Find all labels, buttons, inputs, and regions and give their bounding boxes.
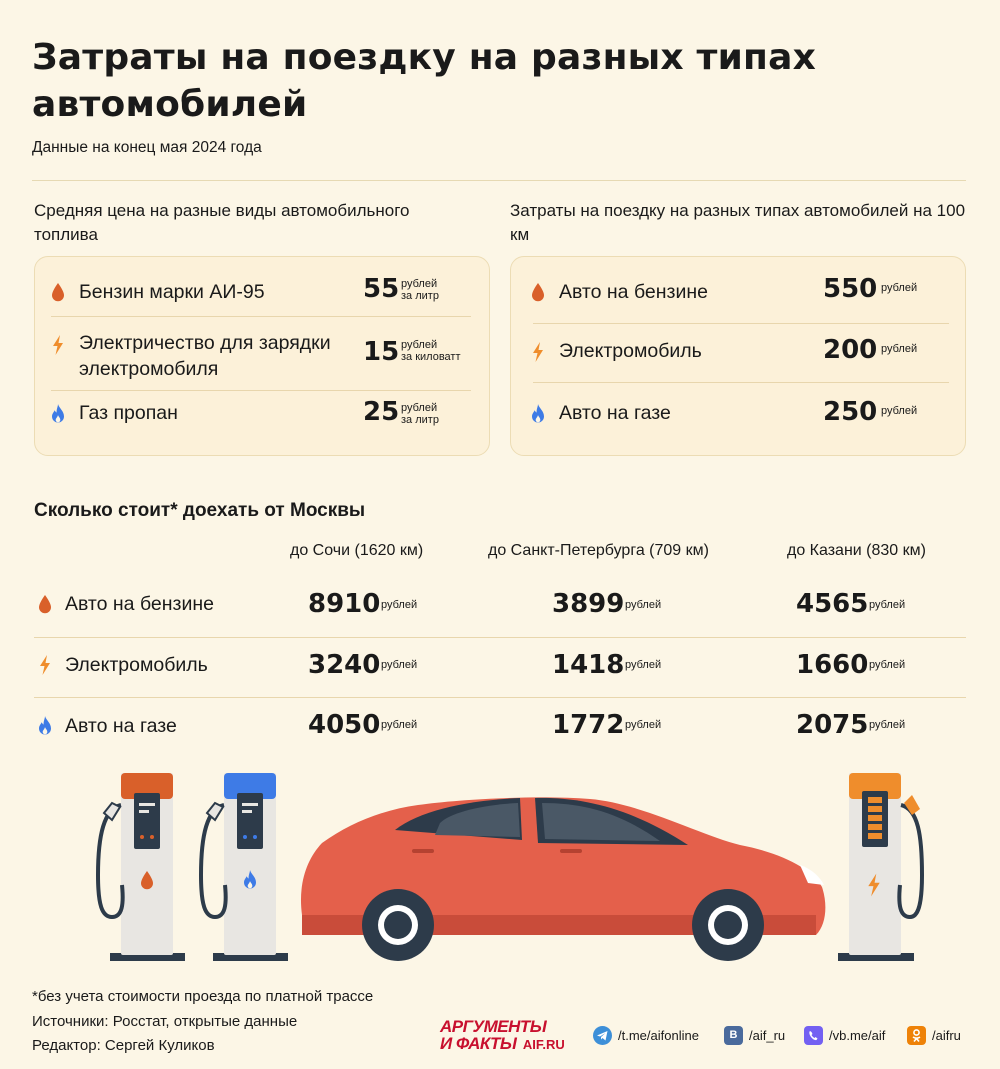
cost-unit: рублей xyxy=(881,405,918,417)
trip-row-label-electric: Электромобиль xyxy=(65,654,208,676)
editor: Редактор: Сергей Куликов xyxy=(32,1037,215,1054)
bolt-icon xyxy=(531,342,545,362)
social-odnoklassniki[interactable]: /aifru xyxy=(907,1026,961,1045)
flame-icon xyxy=(38,716,52,736)
drop-icon xyxy=(531,282,545,302)
fuel-unit-bottom: за литр xyxy=(401,414,439,426)
column-header-kazan: до Казани (830 км) xyxy=(787,542,926,559)
row-divider xyxy=(51,316,471,317)
row-divider xyxy=(34,637,966,638)
car-illustration xyxy=(300,797,826,961)
trip-unit: рублей xyxy=(381,599,418,611)
divider xyxy=(32,180,966,181)
trip-unit: рублей xyxy=(381,719,418,731)
drop-icon xyxy=(51,282,65,302)
trip-value: 1418 xyxy=(552,650,625,680)
brand-line2: И ФАКТЫ xyxy=(440,1034,517,1053)
bolt-icon xyxy=(38,655,52,675)
cost-value-electric: 200 xyxy=(823,335,878,365)
bolt-icon xyxy=(51,335,65,355)
trip-value: 2075 xyxy=(796,710,869,740)
fuel-price-petrol: 55 xyxy=(363,274,400,304)
gas-pump-illustration xyxy=(198,773,288,961)
flame-icon xyxy=(531,404,545,424)
column-header-spb: до Санкт-Петербурга (709 км) xyxy=(488,542,709,559)
fuel-prices-heading: Средняя цена на разные виды автомобильно… xyxy=(34,201,410,244)
fuel-unit-bottom: за киловатт xyxy=(401,351,461,363)
fuel-unit-top: рублей xyxy=(401,278,438,290)
trip-value: 4050 xyxy=(308,710,381,740)
fuel-prices-card: Бензин марки АИ-95 55 рублей за литр Эле… xyxy=(34,256,490,456)
fuel-unit-top: рублей xyxy=(401,339,438,351)
drop-icon xyxy=(38,594,52,614)
telegram-icon xyxy=(593,1026,612,1045)
trip-unit: рублей xyxy=(869,659,906,671)
sources: Источники: Росстат, открытые данные xyxy=(32,1013,298,1030)
trip-value: 4565 xyxy=(796,589,869,619)
social-telegram[interactable]: /t.me/aifonline xyxy=(593,1026,699,1045)
cost-label-gas: Авто на газе xyxy=(559,402,671,424)
footnote: *без учета стоимости проезда по платной … xyxy=(32,988,374,1005)
trip-value: 8910 xyxy=(308,589,381,619)
trip-row-label-petrol: Авто на бензине xyxy=(65,593,214,615)
social-viber[interactable]: /vb.me/aif xyxy=(804,1026,885,1045)
trip-unit: рублей xyxy=(625,599,662,611)
cost-unit: рублей xyxy=(881,343,918,355)
ev-charger-illustration xyxy=(838,773,925,961)
brand-site: AIF.RU xyxy=(522,1037,565,1052)
row-divider xyxy=(34,697,966,698)
social-viber-label: /vb.me/aif xyxy=(829,1028,886,1043)
fuel-unit-top: рублей xyxy=(401,402,438,414)
flame-icon xyxy=(51,404,65,424)
fuel-label-gas: Газ пропан xyxy=(79,402,178,424)
trip-value: 3899 xyxy=(552,589,625,619)
viber-icon xyxy=(804,1026,823,1045)
social-odnoklassniki-label: /aifru xyxy=(932,1028,961,1043)
trip-unit: рублей xyxy=(381,659,418,671)
column-header-sochi: до Сочи (1620 км) xyxy=(290,542,424,559)
social-vk-label: /aif_ru xyxy=(749,1028,786,1043)
trip-unit: рублей xyxy=(625,659,662,671)
odnoklassniki-icon xyxy=(907,1026,926,1045)
cost-value-gas: 250 xyxy=(823,397,878,427)
cost-value-petrol: 550 xyxy=(823,274,878,304)
fuel-price-electric: 15 xyxy=(363,337,400,367)
social-vk[interactable]: В /aif_ru xyxy=(724,1026,785,1045)
illustration xyxy=(95,773,925,961)
cost-unit: рублей xyxy=(881,282,918,294)
row-divider xyxy=(51,390,471,391)
page-title: Затраты на поездку на разных типах автом… xyxy=(32,37,817,125)
fuel-price-gas: 25 xyxy=(363,397,400,427)
vk-icon: В xyxy=(724,1026,743,1045)
row-divider xyxy=(533,323,949,324)
brand-logo[interactable]: АРГУМЕНТЫ И ФАКТЫ AIF.RU xyxy=(440,1018,580,1056)
trip-unit: рублей xyxy=(869,719,906,731)
trip-value: 1660 xyxy=(796,650,869,680)
trip-value: 3240 xyxy=(308,650,381,680)
trip-value: 1772 xyxy=(552,710,625,740)
social-telegram-label: /t.me/aifonline xyxy=(618,1028,699,1043)
cost-label-petrol: Авто на бензине xyxy=(559,281,708,303)
page-subtitle: Данные на конец мая 2024 года xyxy=(32,139,262,156)
trip-unit: рублей xyxy=(869,599,906,611)
fuel-label-electric: Электричество для зарядки электромобиля xyxy=(79,332,331,380)
trip-unit: рублей xyxy=(625,719,662,731)
petrol-pump-illustration xyxy=(95,773,185,961)
row-divider xyxy=(533,382,949,383)
trip-row-label-gas: Авто на газе xyxy=(65,715,177,737)
cost-label-electric: Электромобиль xyxy=(559,340,702,362)
cost-100km-heading: Затраты на поездку на разных типах автом… xyxy=(510,201,966,244)
trips-heading: Сколько стоит* доехать от Москвы xyxy=(34,500,366,521)
cost-100km-card: Авто на бензине 550 рублей Электромобиль… xyxy=(510,256,966,456)
fuel-label-petrol: Бензин марки АИ-95 xyxy=(79,281,265,303)
fuel-unit-bottom: за литр xyxy=(401,290,439,302)
brand-line1: АРГУМЕНТЫ xyxy=(440,1017,547,1036)
